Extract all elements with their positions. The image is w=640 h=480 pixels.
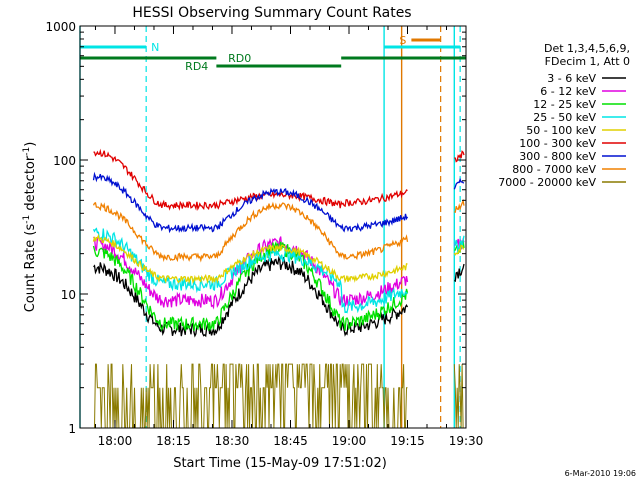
legend-label-1: 3 - 6 keV	[547, 72, 596, 85]
legend-label-6: 100 - 300 keV	[519, 137, 596, 150]
chart-title: HESSI Observing Summary Count Rates	[132, 5, 411, 21]
series-line-6	[93, 148, 408, 211]
series-line-4	[92, 227, 408, 314]
series-line-2	[93, 235, 409, 310]
x-tick-label: 19:15	[390, 434, 425, 448]
series-line-5	[453, 244, 465, 256]
x-axis-title: Start Time (15-May-09 17:51:02)	[173, 456, 387, 471]
saa-label: S	[399, 34, 406, 47]
night-label: N	[151, 41, 159, 54]
x-tick-label: 18:00	[98, 434, 133, 448]
x-tick-label: 18:30	[215, 434, 250, 448]
legend-header-line-1: Det 1,3,4,5,6,9,	[544, 42, 630, 55]
rd4-label: RD4	[185, 60, 208, 73]
plot-frame	[79, 25, 467, 429]
legend: Det 1,3,4,5,6,9, FDecim 1, Att 0 3 - 6 k…	[498, 42, 630, 189]
y-tick-label: 1000	[45, 20, 76, 34]
y-tick-label: 1	[68, 422, 76, 436]
footer-date: 6-Mar-2010 19:06	[565, 469, 636, 478]
y-axis-title-part3: )	[23, 142, 38, 147]
series-line-8	[454, 198, 465, 213]
legend-label-7: 300 - 800 keV	[519, 150, 596, 163]
y-axis-title: Count Rate (s-1 detector-1)	[22, 142, 38, 313]
x-tick-label: 18:45	[273, 434, 308, 448]
y-axis-title-sup1: -1	[22, 215, 32, 224]
series-line-9	[453, 364, 464, 429]
y-tick-label: 100	[53, 154, 76, 168]
legend-label-5: 50 - 100 keV	[526, 124, 596, 137]
series-line-9	[93, 363, 408, 429]
flag-layer: N S RD0 RD4	[79, 26, 466, 428]
y-axis-title-part1: Count Rate (s	[23, 224, 38, 313]
series-line-7	[92, 171, 409, 234]
x-tick-label: 19:30	[449, 434, 484, 448]
series-line-7	[453, 177, 465, 190]
x-tick-label: 18:15	[156, 434, 191, 448]
series-line-8	[92, 201, 409, 263]
axes: 18:00 18:15 18:30 18:45 19:00 19:15 19:30 1 10 10…	[45, 20, 483, 448]
x-tick-label: 19:00	[332, 434, 367, 448]
y-tick-label: 10	[61, 288, 76, 302]
legend-label-9: 7000 - 20000 keV	[498, 176, 596, 189]
legend-label-4: 25 - 50 keV	[533, 111, 596, 124]
legend-label-3: 12 - 25 keV	[533, 98, 596, 111]
legend-label-8: 800 - 7000 keV	[512, 163, 596, 176]
series-line-6	[454, 150, 465, 163]
y-axis-title-part2: detector	[23, 155, 38, 215]
y-axis-title-sup2: -1	[22, 147, 32, 156]
legend-header-line-2: FDecim 1, Att 0	[545, 55, 630, 68]
legend-label-2: 6 - 12 keV	[540, 85, 596, 98]
rd0-label: RD0	[228, 52, 251, 65]
series-line-5	[92, 233, 408, 285]
series-layer	[92, 148, 465, 429]
series-line-1	[453, 263, 465, 283]
